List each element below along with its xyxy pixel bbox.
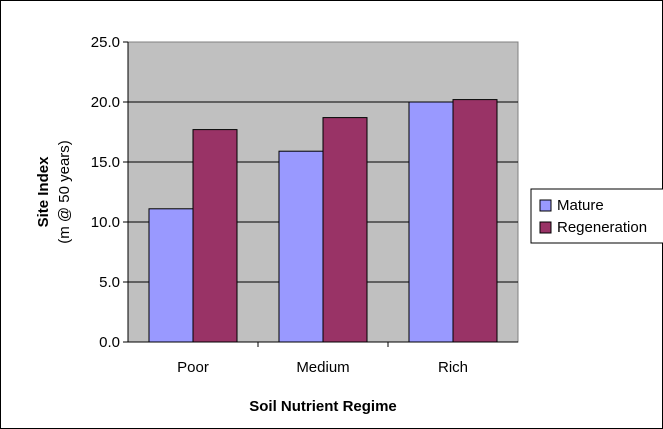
bar-regeneration-rich [452, 99, 498, 343]
y-tick-label: 25.0 [91, 34, 120, 51]
legend-box [530, 188, 663, 244]
legend-swatch-regeneration [539, 221, 552, 234]
x-axis-title: Soil Nutrient Regime [249, 398, 397, 415]
y-tick-label: 20.0 [91, 94, 120, 111]
legend-label-regeneration: Regeneration [557, 219, 647, 236]
y-axis-subtitle: (m @ 50 years) [56, 140, 73, 244]
y-tick-label: 15.0 [91, 154, 120, 171]
bar-mature-medium [278, 150, 324, 343]
plot-area: 0.0 5.0 10.0 15.0 20.0 25.0 Poor Medium Rich [91, 34, 519, 376]
bar-regeneration-poor [192, 129, 238, 343]
y-tick-label: 10.0 [91, 214, 120, 231]
legend-swatch-mature [539, 199, 552, 212]
y-tick-label: 0.0 [99, 334, 120, 351]
x-tick-label: Medium [296, 359, 349, 376]
legend-label-mature: Mature [557, 197, 604, 214]
bar-regeneration-medium [322, 117, 368, 343]
bar-mature-poor [148, 208, 194, 343]
x-axis: Poor Medium Rich [128, 341, 518, 376]
x-tick-label: Rich [438, 359, 468, 376]
y-axis: 0.0 5.0 10.0 15.0 20.0 25.0 [91, 34, 129, 351]
x-tick-label: Poor [177, 359, 209, 376]
legend: Mature Regeneration [530, 188, 663, 244]
y-tick-label: 5.0 [99, 274, 120, 291]
y-axis-title: Site Index [35, 156, 52, 228]
bar-mature-rich [408, 101, 454, 343]
bars [148, 99, 498, 343]
